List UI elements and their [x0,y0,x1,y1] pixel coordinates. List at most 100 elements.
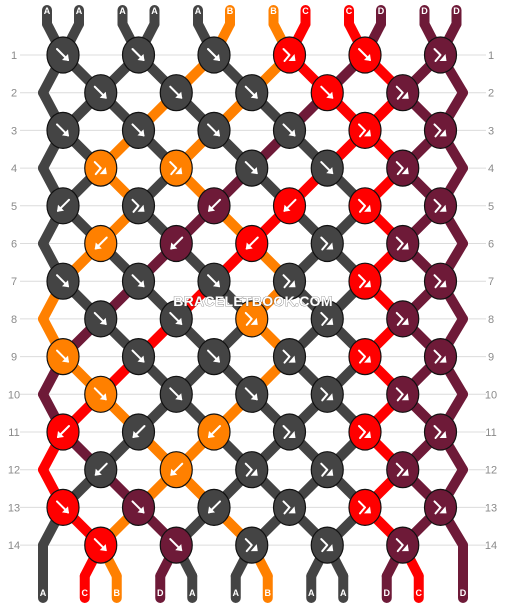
strand-label-bottom: C [82,588,89,598]
knot [272,262,307,300]
strand-label-bottom: D [157,588,164,598]
strand-label-bottom: A [340,588,347,598]
knot [348,413,382,451]
knot [159,74,193,112]
knot-arrowhead [245,242,253,250]
knot-arrow-line [433,48,442,62]
knot-arrowhead [401,91,409,99]
row-label-left: 10 [8,389,20,401]
knot [310,74,344,112]
knot-arrow-line [244,311,253,326]
knot [121,262,156,300]
knot [235,375,269,413]
knot-arrow-line [395,161,404,176]
knot-arrowhead [208,204,215,212]
knot-arrow-line [358,425,366,439]
strand-label-top: B [227,6,234,16]
knot-arrowhead [170,242,178,250]
knot [272,111,307,149]
knot-arrowhead [326,393,334,401]
knot-arrow-line [169,161,178,176]
knot-arrow-line [320,538,329,553]
knot [423,262,458,300]
knot [235,224,269,263]
knot [423,111,458,149]
knot-arrowhead [401,393,409,401]
knot [348,338,382,376]
knot-arrow-line [320,462,329,477]
knot-arrowhead [99,317,107,325]
knot [235,74,269,112]
knot-arrowhead [175,91,183,99]
knot-arrow-line [395,462,404,477]
knot-arrowhead [137,129,145,137]
knot-arrowhead [326,544,334,552]
strand-label-top: A [151,6,158,16]
strand-label-bottom: A [40,588,47,598]
knot [84,300,118,338]
knot-arrowhead [288,431,296,438]
knot-arrow-line [433,274,442,289]
knot [197,36,231,74]
knot-arrowhead [94,242,102,250]
knot [272,488,307,526]
knot-arrowhead [99,544,107,552]
knot-arrow-line [433,198,442,213]
knot-arrowhead [175,167,183,175]
knot-arrowhead [137,506,145,514]
knot-arrowhead [99,167,107,175]
knot [348,187,382,225]
knot-arrowhead [62,54,69,61]
knot-arrow-line [93,161,102,176]
row-label-right: 1 [488,50,494,62]
knot-arrowhead [132,431,140,438]
knot-arrowhead [401,242,409,250]
knot [46,187,80,225]
knot [272,187,307,225]
knot-arrowhead [137,54,145,61]
knot [423,187,458,225]
knot [159,451,193,489]
knot-arrow-line [433,123,442,138]
knot-arrow-line [395,538,404,553]
knot-arrow-line [358,349,366,364]
strand-label-bottom: A [308,588,315,598]
knot [121,111,156,149]
knot-arrowhead [94,468,102,476]
row-label-right: 9 [488,352,494,364]
knot [121,413,156,451]
knot [348,262,382,300]
row-label-left: 8 [11,314,17,326]
knot [197,488,231,526]
row-label-left: 6 [11,239,17,251]
knot-arrowhead [401,317,409,325]
row-label-right: 6 [488,239,494,251]
knot-arrow-line [395,85,404,100]
knot-arrow-line [282,349,291,364]
knot-arrowhead [250,468,258,476]
knot [386,375,420,413]
knot [121,338,156,376]
knot-arrowhead [283,204,291,212]
knot [159,375,193,413]
knot-arrowhead [213,129,220,137]
knot [84,149,118,187]
knot-arrow-line [282,48,291,62]
knot [197,111,231,149]
knot-arrowhead [137,280,145,288]
knot-arrowhead [326,167,334,175]
knot [272,338,307,376]
knot [423,413,458,451]
knot-arrowhead [62,506,69,514]
knot-arrowhead [401,167,409,175]
knot-arrow-line [358,274,366,289]
knot-arrow-line [320,311,329,326]
knot-arrow-line [358,123,366,138]
knot-arrowhead [288,54,296,61]
row-label-right: 11 [485,427,496,439]
knot-arrowhead [250,91,258,99]
knot-arrowhead [99,91,107,99]
knot [310,149,344,187]
